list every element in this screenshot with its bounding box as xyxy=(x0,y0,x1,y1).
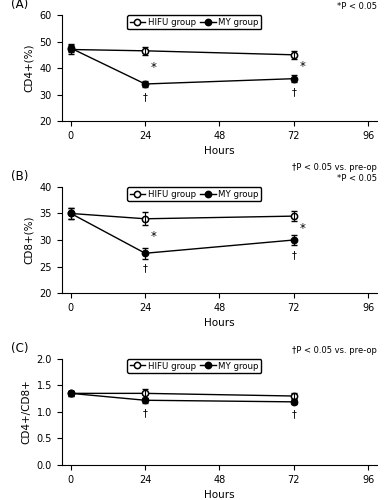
Line: HIFU group: HIFU group xyxy=(68,390,297,399)
MY group xyxy=(69,210,73,216)
HIFU group xyxy=(143,48,147,54)
Text: (C): (C) xyxy=(11,342,28,354)
X-axis label: Hours: Hours xyxy=(204,318,235,328)
Line: HIFU group: HIFU group xyxy=(68,210,297,222)
HIFU group xyxy=(291,213,296,219)
MY group xyxy=(291,76,296,82)
Text: *: * xyxy=(151,230,157,242)
Legend: HIFU group, MY group: HIFU group, MY group xyxy=(127,187,261,201)
MY group xyxy=(291,399,296,405)
Text: *: * xyxy=(151,61,157,74)
Legend: HIFU group, MY group: HIFU group, MY group xyxy=(127,15,261,29)
Text: †: † xyxy=(143,264,147,274)
Text: *: * xyxy=(299,222,305,234)
X-axis label: Hours: Hours xyxy=(204,490,235,500)
MY group xyxy=(143,398,147,404)
Line: MY group: MY group xyxy=(68,390,297,405)
HIFU group xyxy=(69,390,73,396)
Y-axis label: CD4+(%): CD4+(%) xyxy=(24,44,34,92)
HIFU group xyxy=(69,210,73,216)
Text: †P < 0.05 vs. pre-op: †P < 0.05 vs. pre-op xyxy=(293,346,377,354)
Text: †: † xyxy=(143,408,147,418)
MY group xyxy=(69,390,73,396)
Text: *: * xyxy=(299,60,305,73)
Line: HIFU group: HIFU group xyxy=(68,46,297,58)
Text: †P < 0.05 vs. pre-op
*P < 0.05: †P < 0.05 vs. pre-op *P < 0.05 xyxy=(293,0,377,11)
MY group xyxy=(291,237,296,243)
Legend: HIFU group, MY group: HIFU group, MY group xyxy=(127,359,261,373)
MY group xyxy=(143,81,147,87)
HIFU group xyxy=(143,390,147,396)
Text: †: † xyxy=(291,87,296,97)
Y-axis label: CD8+(%): CD8+(%) xyxy=(24,216,34,264)
Text: (B): (B) xyxy=(11,170,28,182)
Y-axis label: CD4+/CD8+: CD4+/CD8+ xyxy=(21,380,31,444)
HIFU group xyxy=(143,216,147,222)
HIFU group xyxy=(291,52,296,58)
Text: †P < 0.05 vs. pre-op
*P < 0.05: †P < 0.05 vs. pre-op *P < 0.05 xyxy=(293,162,377,182)
HIFU group xyxy=(291,393,296,399)
X-axis label: Hours: Hours xyxy=(204,146,235,156)
Text: †: † xyxy=(291,250,296,260)
Line: MY group: MY group xyxy=(68,45,297,87)
Text: †: † xyxy=(291,409,296,419)
Text: †: † xyxy=(143,92,147,102)
HIFU group xyxy=(69,46,73,52)
Text: (A): (A) xyxy=(11,0,28,11)
MY group xyxy=(143,250,147,256)
Line: MY group: MY group xyxy=(68,210,297,256)
MY group xyxy=(69,45,73,51)
